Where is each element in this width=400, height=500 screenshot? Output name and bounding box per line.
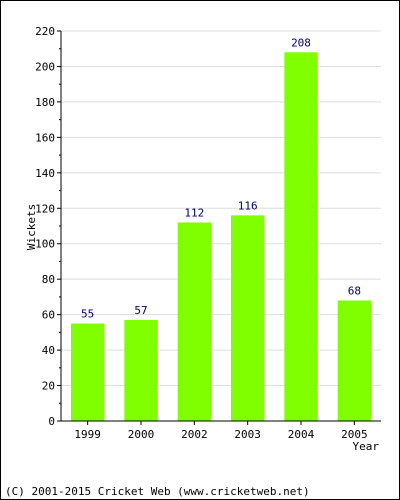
y-tick-label: 120 [35,202,55,215]
x-tick-label: 2004 [288,428,315,441]
x-tick-label: 2000 [128,428,155,441]
bar-2002 [177,222,211,421]
y-tick-label: 180 [35,96,55,109]
bar-value-label: 208 [291,36,311,49]
x-tick-label: 2002 [181,428,208,441]
y-tick-label: 200 [35,60,55,73]
bar-value-label: 68 [348,284,361,297]
y-tick-label: 80 [42,273,55,286]
y-tick-label: 220 [35,25,55,38]
bar-value-label: 55 [81,308,94,321]
x-tick-label: 1999 [74,428,101,441]
labels-layer: 0 20 40 60 80 100 120 140 160 180 200 220 55 1999 57 20… [35,25,367,441]
bar-2004 [284,52,318,421]
y-axis-label: Wickets [25,204,38,250]
x-axis-label: Year [353,440,380,453]
x-tick-label: 2005 [341,428,368,441]
bar-1999 [71,323,105,421]
bars-layer [71,52,371,421]
y-tick-label: 140 [35,167,55,180]
bar-value-label: 57 [134,304,147,317]
bar-2000 [124,319,158,421]
y-tick-label: 20 [42,380,55,393]
axis-layer [57,30,381,425]
x-tick-label: 2003 [234,428,261,441]
y-tick-label: 40 [42,344,55,357]
bar-value-label: 112 [184,206,204,219]
copyright-footer: (C) 2001-2015 Cricket Web (www.cricketwe… [5,485,310,498]
bar-2005 [337,300,371,421]
grid-layer [61,30,381,387]
bar-value-label: 116 [238,199,258,212]
bar-2003 [231,215,265,421]
y-tick-label: 160 [35,131,55,144]
y-tick-label: 60 [42,309,55,322]
y-tick-label: 0 [48,415,55,428]
y-tick-label: 100 [35,238,55,251]
